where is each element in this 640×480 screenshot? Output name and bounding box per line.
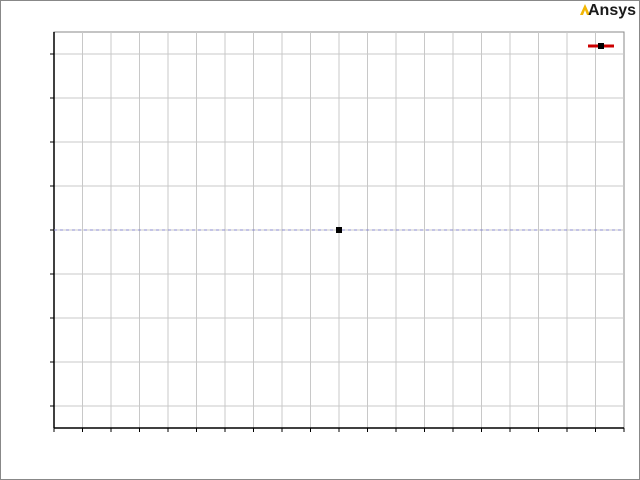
brand-logo: Ansys	[580, 2, 636, 19]
brand-mark-icon	[580, 4, 590, 15]
data-points	[336, 227, 342, 233]
legend[interactable]	[588, 43, 614, 49]
legend-marker-swatch	[598, 43, 604, 49]
brand-name: Ansys	[588, 2, 636, 19]
y-tick-labels	[50, 53, 54, 407]
x-tick-labels	[53, 428, 625, 432]
data-point[interactable]	[336, 227, 342, 233]
